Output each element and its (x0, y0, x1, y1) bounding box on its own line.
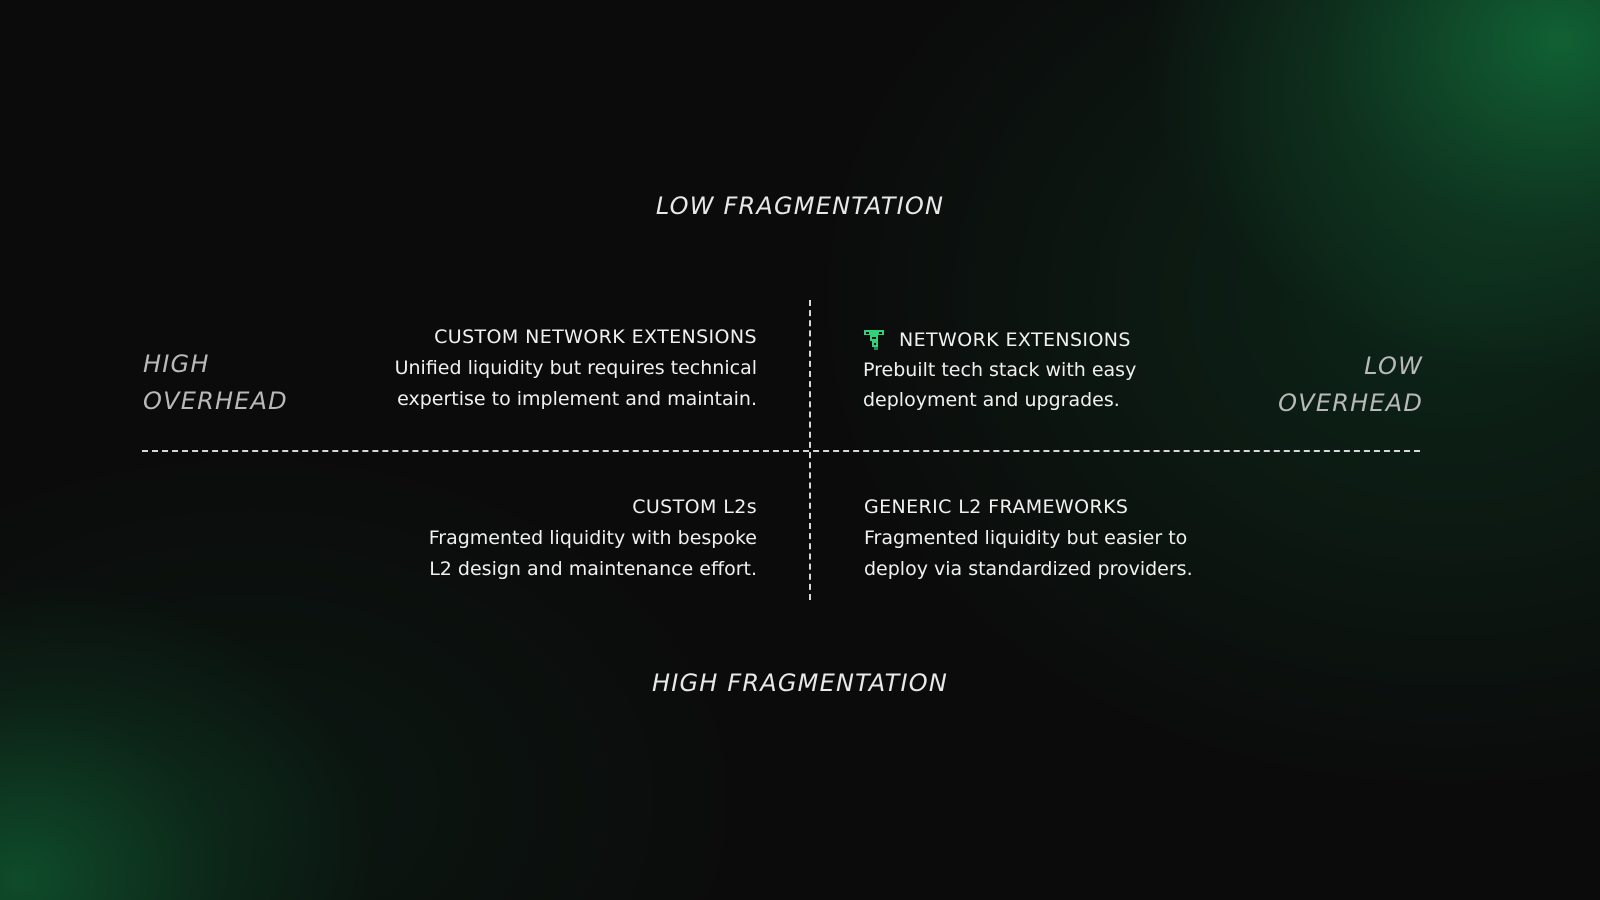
axis-label-left-line1: HIGH (143, 350, 210, 378)
axis-label-right-line1: LOW (1364, 352, 1423, 380)
quadrant-title: CUSTOM L2s (632, 496, 757, 518)
axis-label-right: LOW OVERHEAD (1278, 348, 1423, 422)
axis-label-left: HIGH OVERHEAD (143, 346, 288, 420)
quadrant-title: CUSTOM NETWORK EXTENSIONS (434, 326, 757, 348)
quadrant-description-line: Fragmented liquidity with bespoke (428, 527, 757, 549)
axis-label-bottom: HIGH FRAGMENTATION (651, 669, 949, 697)
horizontal-axis-divider (142, 450, 1420, 452)
vertical-axis-divider (809, 300, 811, 600)
quadrant-description-line: L2 design and maintenance effort. (429, 558, 757, 580)
quadrant-title-row: NETWORK EXTENSIONS (863, 325, 1136, 355)
axis-label-right-line2: OVERHEAD (1278, 389, 1423, 417)
quadrant-description-line: Unified liquidity but requires technical (394, 357, 757, 379)
quadrant-description-line: expertise to implement and maintain. (397, 388, 757, 410)
quadrant-top-left: CUSTOM NETWORK EXTENSIONS Unified liquid… (395, 322, 757, 415)
quadrant-description-line: deploy via standardized providers. (864, 558, 1193, 580)
axis-label-left-line2: OVERHEAD (143, 387, 288, 415)
quadrant-bottom-left: CUSTOM L2s Fragmented liquidity with bes… (429, 492, 757, 585)
quadrant-bottom-right: GENERIC L2 FRAMEWORKS Fragmented liquidi… (864, 492, 1193, 585)
quadrant-title: NETWORK EXTENSIONS (899, 329, 1131, 351)
axis-label-top: LOW FRAGMENTATION (655, 192, 945, 220)
quadrant-description-line: deployment and upgrades. (863, 389, 1120, 411)
quadrant-top-right: NETWORK EXTENSIONS Prebuilt tech stack w… (863, 325, 1136, 415)
quadrant-description-line: Fragmented liquidity but easier to (864, 527, 1188, 549)
quadrant-description-line: Prebuilt tech stack with easy (863, 359, 1137, 381)
quadrant-title: GENERIC L2 FRAMEWORKS (864, 496, 1129, 518)
brand-logo-icon (863, 329, 885, 351)
